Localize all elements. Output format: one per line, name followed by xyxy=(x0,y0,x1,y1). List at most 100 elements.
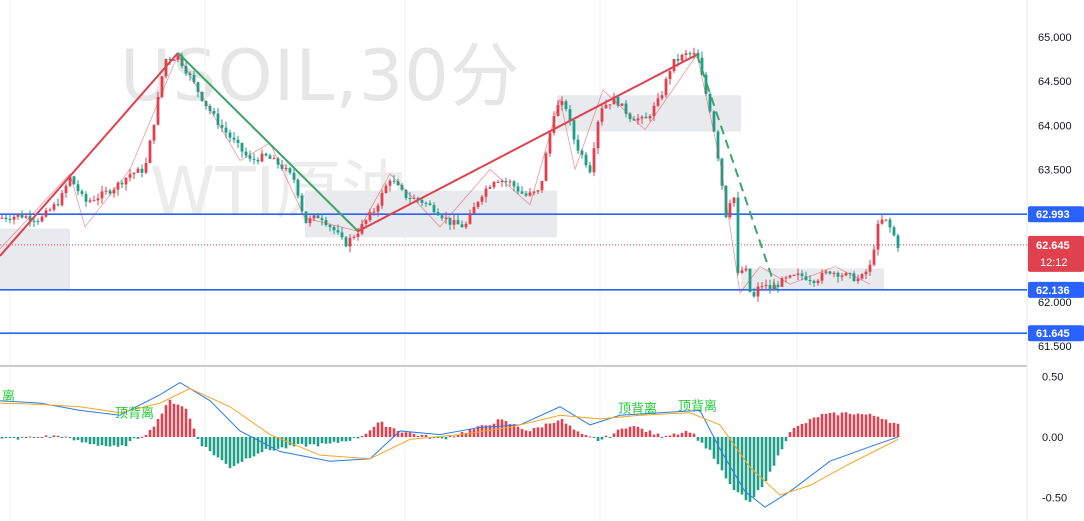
candle-body xyxy=(788,275,792,278)
candle-body xyxy=(168,58,172,60)
macd-histogram-bar xyxy=(308,437,312,445)
candle-body xyxy=(16,214,20,217)
macd-histogram-bar xyxy=(740,437,744,495)
macd-histogram-bar xyxy=(836,415,840,437)
macd-histogram-bar xyxy=(772,437,776,466)
macd-histogram-bar xyxy=(148,429,152,437)
price-tick-label: 64.000 xyxy=(1038,120,1072,132)
candle-body xyxy=(524,193,528,196)
candle-body xyxy=(324,220,328,226)
candle-body xyxy=(548,132,552,154)
candle-body xyxy=(64,185,68,194)
macd-histogram-bar xyxy=(748,437,752,502)
macd-histogram-bar xyxy=(260,437,264,453)
candle-body xyxy=(72,176,76,185)
candle-body xyxy=(572,120,576,140)
macd-histogram-bar xyxy=(604,435,608,437)
macd-histogram-bar xyxy=(684,430,688,437)
candle-body xyxy=(432,205,436,213)
candle-body xyxy=(44,210,48,217)
candle-body xyxy=(148,140,152,163)
macd-histogram-bar xyxy=(172,403,176,437)
macd-histogram-bar xyxy=(644,431,648,437)
macd-histogram-bar xyxy=(400,432,404,437)
candle-body xyxy=(808,279,812,281)
macd-histogram-bar xyxy=(780,437,784,450)
candle-body xyxy=(236,139,240,144)
macd-histogram-bar xyxy=(488,425,492,437)
macd-histogram-bar xyxy=(52,435,56,437)
candle-body xyxy=(556,104,560,117)
macd-histogram-bar xyxy=(76,437,80,441)
macd-histogram-bar xyxy=(764,437,768,482)
candle-body xyxy=(668,71,672,80)
macd-histogram-bar xyxy=(472,429,476,437)
candle-body xyxy=(520,191,524,194)
candle-body xyxy=(272,158,276,160)
macd-histogram-bar xyxy=(572,429,576,437)
macd-histogram-bar xyxy=(196,437,200,440)
macd-histogram-bar xyxy=(456,434,460,437)
candle-body xyxy=(120,182,124,185)
macd-histogram-bar xyxy=(452,436,456,438)
price-tick-label: 61.500 xyxy=(1038,341,1072,353)
macd-histogram-bar xyxy=(652,434,656,437)
candle-body xyxy=(60,193,64,206)
macd-histogram-bar xyxy=(56,435,60,437)
candle-body xyxy=(8,218,12,220)
macd-histogram-bar xyxy=(528,431,532,437)
candle-body xyxy=(512,181,516,187)
macd-histogram-bar xyxy=(288,437,292,446)
macd-histogram-bar xyxy=(844,412,848,437)
macd-histogram-bar xyxy=(28,436,32,438)
macd-histogram-bar xyxy=(436,437,440,438)
candle-body xyxy=(0,217,4,219)
macd-histogram-bar xyxy=(612,433,616,437)
candle-body xyxy=(156,96,160,125)
candle-body xyxy=(744,268,748,271)
macd-histogram-bar xyxy=(300,437,304,444)
macd-histogram-bar xyxy=(736,437,740,493)
price-tick-label: 62.000 xyxy=(1038,297,1072,309)
macd-line xyxy=(0,381,899,508)
candle-body xyxy=(528,192,532,196)
macd-histogram-bar xyxy=(364,433,368,437)
macd-histogram-bar xyxy=(180,406,184,437)
candle-body xyxy=(516,186,520,192)
level-price-tag xyxy=(1028,281,1084,298)
macd-histogram-bar xyxy=(548,423,552,437)
candle-body xyxy=(712,111,716,132)
candle-body xyxy=(260,153,264,162)
macd-histogram-bar xyxy=(368,430,372,437)
macd-histogram-bar xyxy=(416,435,420,437)
candle-body xyxy=(152,124,156,141)
macd-histogram-bar xyxy=(424,434,428,437)
macd-histogram-bar xyxy=(88,437,92,445)
current-price-label: 62.645 xyxy=(1036,240,1070,252)
candle-body xyxy=(480,196,484,202)
candle-body xyxy=(880,219,884,224)
candle-body xyxy=(620,103,624,106)
macd-histogram-bar xyxy=(584,434,588,437)
macd-histogram-bar xyxy=(264,437,268,449)
macd-histogram-bar xyxy=(592,437,596,438)
candle-body xyxy=(872,249,876,265)
candle-body xyxy=(504,180,508,182)
macd-histogram-bar xyxy=(668,435,672,437)
candle-body xyxy=(860,274,864,279)
candle-body xyxy=(380,193,384,206)
macd-histogram-bar xyxy=(136,437,140,439)
candle-body xyxy=(840,275,844,277)
candle-body xyxy=(316,215,320,219)
candle-body xyxy=(496,181,500,183)
macd-histogram-bar xyxy=(660,437,664,438)
macd-histogram-bar xyxy=(508,424,512,437)
macd-histogram-bar xyxy=(236,437,240,464)
macd-histogram-bar xyxy=(272,437,276,451)
macd-histogram-bar xyxy=(284,437,288,449)
candle-body xyxy=(76,184,80,192)
macd-histogram-bar xyxy=(60,437,64,438)
candle-body xyxy=(688,53,692,55)
